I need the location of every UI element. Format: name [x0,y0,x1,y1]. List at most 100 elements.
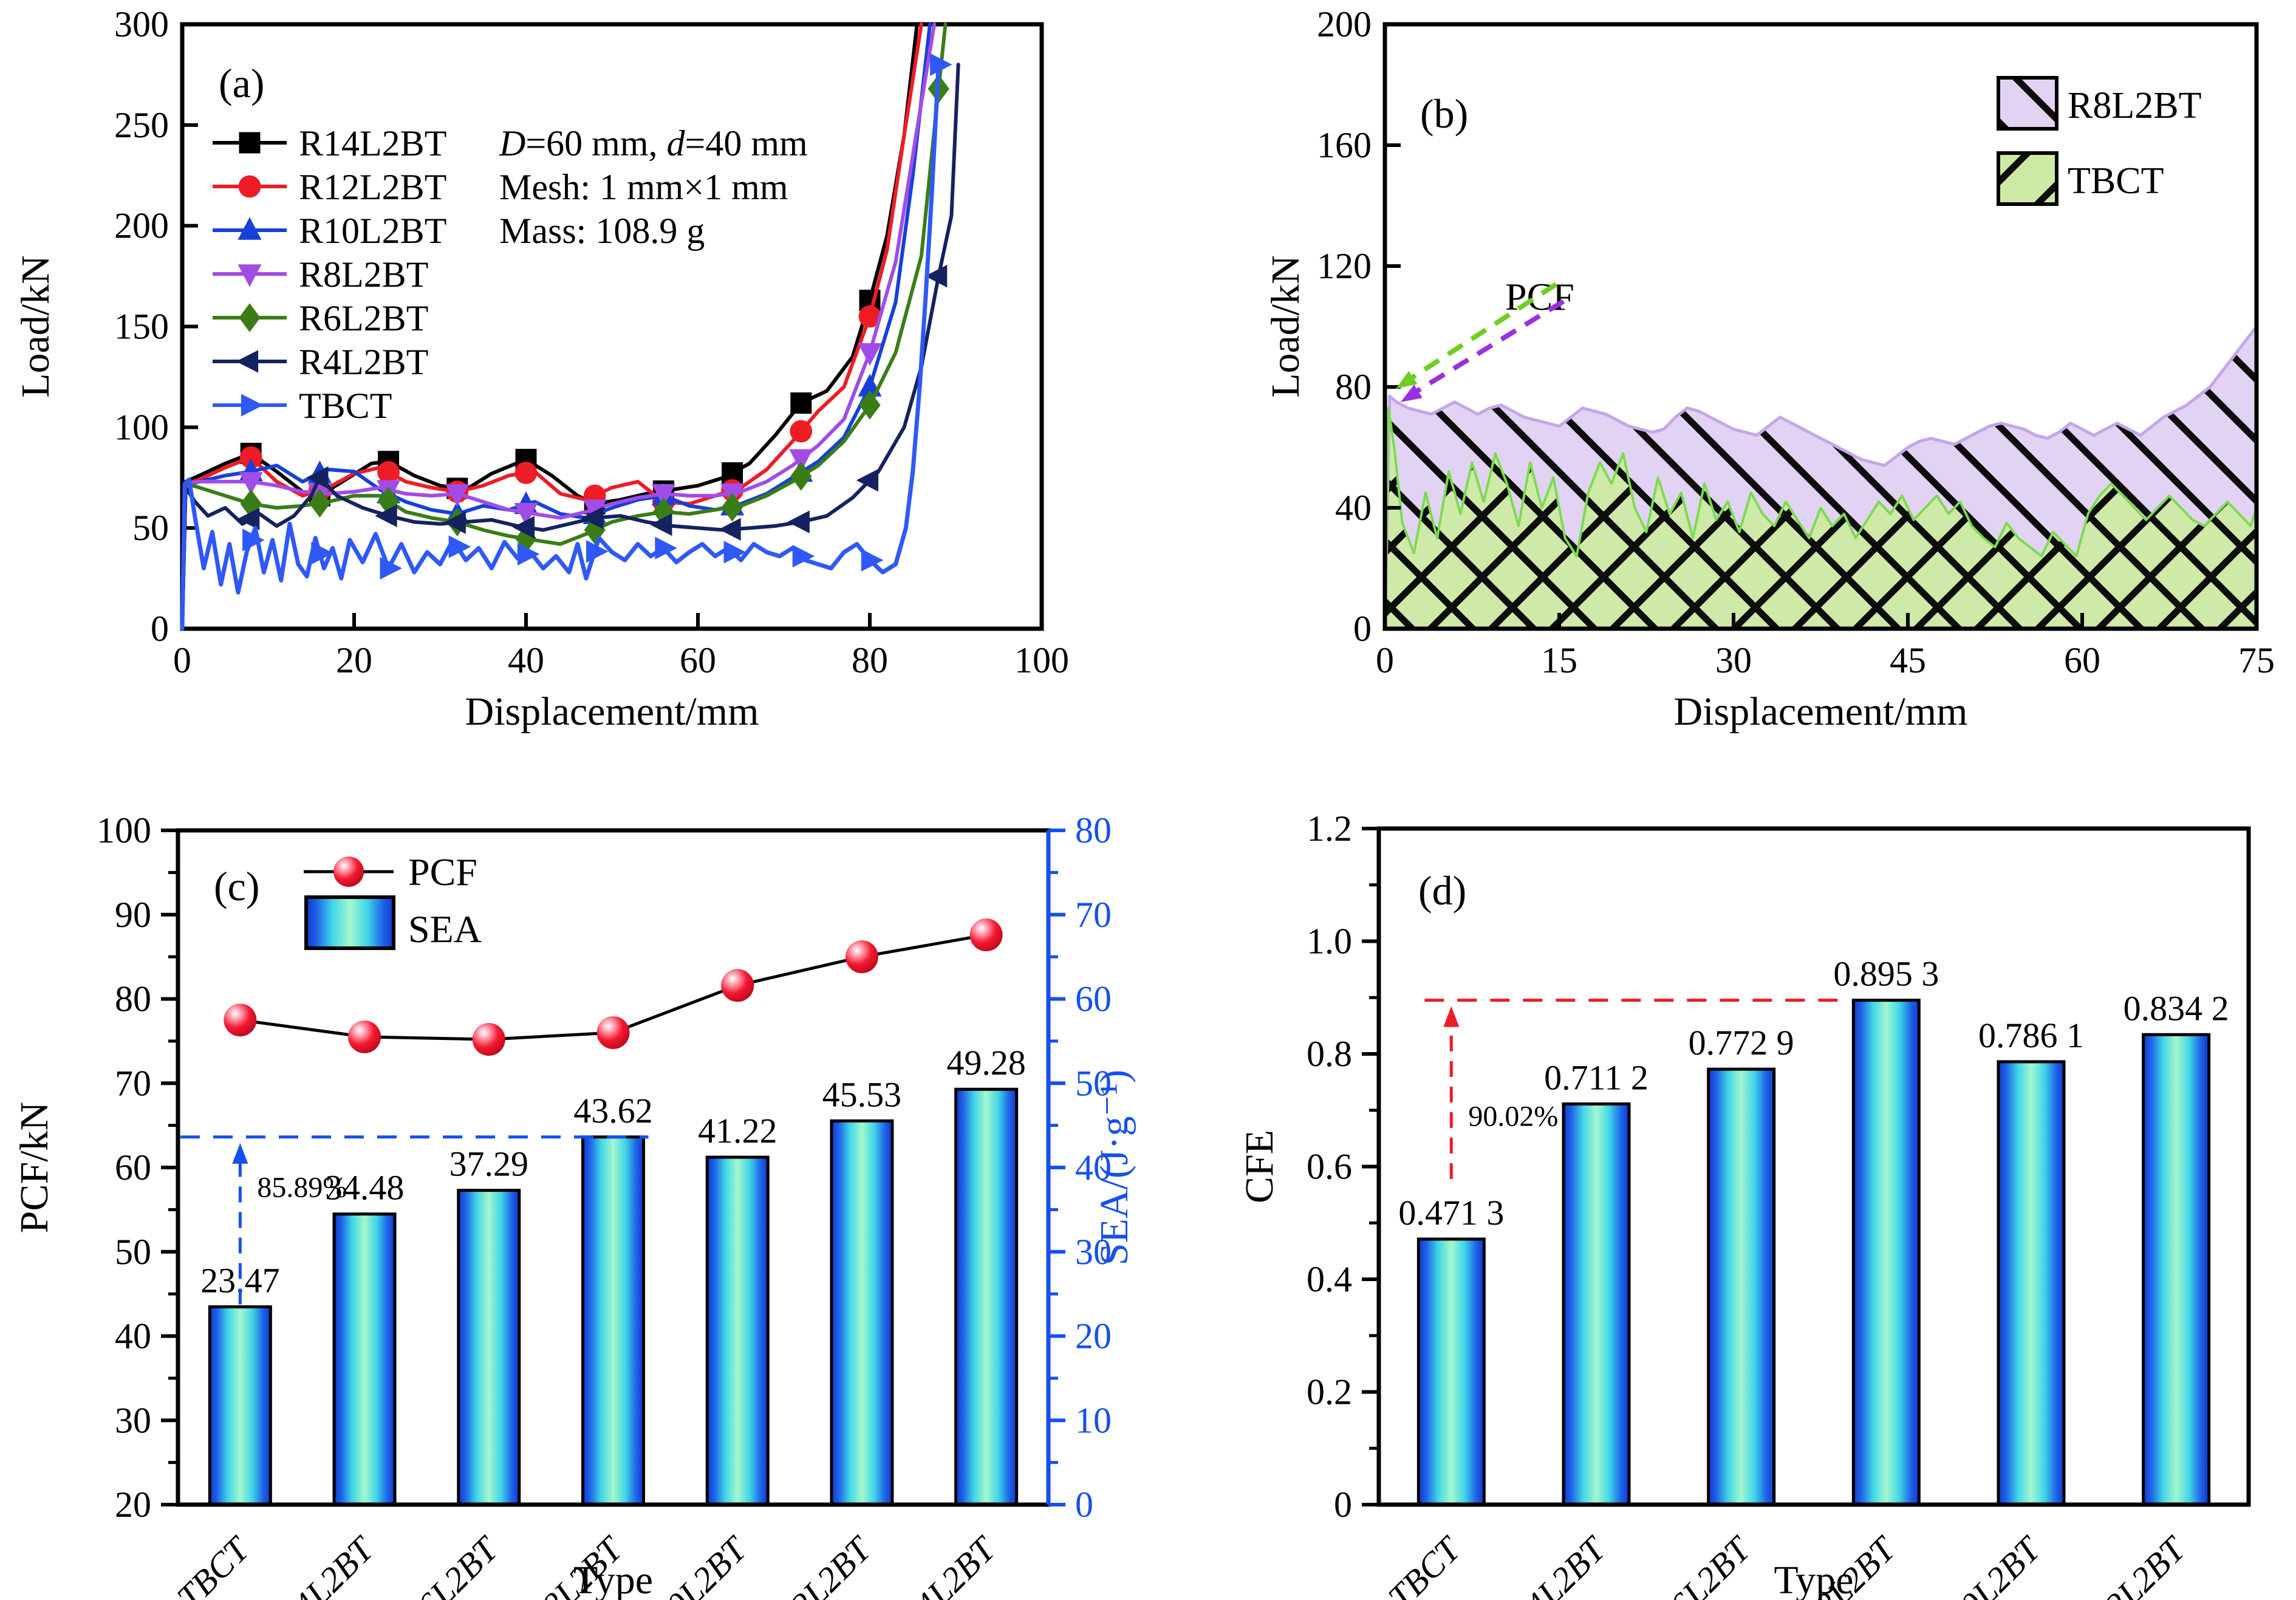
legend-label-R8L2BT: R8L2BT [299,255,428,295]
triangle-left-marker [236,350,259,373]
cfe-bar-R4L2BT [1562,1102,1631,1506]
y-tick-label: 0.6 [1307,1147,1352,1187]
circle-marker [790,420,813,443]
triangle-down-marker [514,502,538,526]
series-group [180,22,960,631]
triangle-left-marker [924,264,948,288]
panel-letter: (d) [1418,867,1466,914]
cfe-bar-R10L2BT [1997,1060,2066,1506]
bar-value-label: 43.62 [573,1091,653,1130]
sea-bar-R8L2BT [581,1135,645,1506]
bar-value-label: 0.711 2 [1544,1058,1649,1097]
triangle-right-marker [586,540,609,563]
triangle-right-marker [723,541,746,564]
y-tick-label: 0.4 [1307,1259,1352,1299]
triangle-down-marker [858,343,882,366]
right-tick-label: 70 [1075,895,1112,935]
sea-bar-R10L2BT [705,1155,770,1506]
left-tick-label: 30 [115,1400,151,1440]
bar-value-label: 34.48 [325,1168,405,1208]
legend: PCF SEA [304,850,482,951]
triangle-left-marker [581,506,604,530]
y-tick-label: 0.8 [1307,1034,1352,1074]
legend-label-R8L2BT: R8L2BT [2068,85,2201,126]
series-line-R6L2BT [180,22,948,631]
annotation-line: Mass: 108.9 g [499,211,705,251]
series-R4L2BT [180,63,960,631]
triangle-right-marker [242,528,265,552]
triangle-right-marker [792,544,815,568]
legend: R14L2BTR12L2BTR10L2BTR8L2BTR6L2BTR4L2BTT… [213,123,446,426]
triangle-down-marker [789,449,813,472]
x-category-label: R6L2BT [1646,1528,1759,1600]
right-tick-label: 30 [1075,1232,1112,1272]
legend: R8L2BT TBCT [1997,76,2201,206]
y-tick-label: 120 [1317,246,1372,286]
plot-frame [1382,22,2259,631]
x-tick-label: 60 [2064,640,2100,680]
area-edge-R8L2BT [1383,325,2258,631]
x-category-label: TBCT [1381,1528,1470,1600]
x-tick-label: 0 [173,640,191,680]
left-tick-label: 50 [115,1232,151,1272]
left-tick-label: 100 [97,810,151,850]
y-tick-label: 300 [114,4,169,44]
triangle-left-marker [306,466,329,489]
y-tick-label: 0.2 [1307,1372,1352,1412]
left-tick-label: 40 [115,1316,151,1356]
pcf-point-TBCT [224,1003,257,1037]
bar-value-label: 0.786 1 [1978,1016,2084,1055]
cfe-bars: 0.471 3 0.711 2 0.772 9 0.895 3 0.786 1 0.834… [1398,954,2229,1506]
x-category-label: R12L2BT [754,1528,880,1600]
panel-b-area-chart: 0 15 30 45 60 75 0 40 80 120 160 200 Displacement/mm… [1263,4,2275,734]
bar-value-label: 41.22 [698,1111,777,1150]
triangle-down-marker [239,472,263,495]
axes: 0 20 40 60 80 100 0 50 100 150 200 250 300 Displaceme… [13,4,1069,734]
triangle-up-marker [237,217,262,240]
triangle-down-marker [651,484,675,507]
triangle-right-marker [448,535,471,558]
series-R6L2BT [180,22,949,631]
y-tick-label: 1.0 [1307,921,1352,962]
sea-bar-R4L2BT [332,1212,397,1506]
improvement-annotation: 90.02% [1424,999,1851,1179]
bar-value-label: 49.28 [946,1043,1026,1082]
x-tick-label: 80 [852,640,888,680]
area-edge-TBCT [1384,406,2258,630]
legend-swatch-R8L2BT [1997,76,2059,131]
legend-label-R12L2BT: R12L2BT [299,167,446,207]
right-tick-label: 80 [1075,810,1112,850]
y-tick-label: 0 [1353,609,1372,649]
x-tick-label: 0 [1376,640,1394,680]
cfe-bar-R8L2BT [1851,999,1921,1506]
arrowhead [1443,1006,1460,1027]
triangle-left-marker [787,510,810,533]
y-tick-label: 1.2 [1307,809,1352,849]
triangle-left-marker [719,518,741,541]
bar-value-label: 45.53 [822,1075,902,1114]
y-tick-label: 200 [114,206,169,246]
panel-c-pcf-sea-chart: 23.4734.4837.2943.6241.2245.5349.2885.89… [12,810,1136,1600]
bar-value-label: 0.895 3 [1833,954,1939,994]
cfe-bar-R12L2BT [2142,1033,2211,1506]
triangle-left-marker [443,511,466,534]
series-line-R12L2BT [180,22,923,631]
y-axis-title: Load/kN [13,255,58,398]
right-tick-label: 40 [1075,1147,1112,1188]
square-marker [239,132,261,154]
bar-value-label: 37.29 [449,1144,529,1184]
x-category-label: TBCT [169,1528,259,1600]
legend-label-R6L2BT: R6L2BT [299,298,428,338]
series-line-R14L2BT [180,22,919,631]
y-axis-title: CFE [1237,1130,1282,1203]
series-R8L2BT [180,22,937,631]
right-tick-label: 60 [1075,979,1112,1019]
x-tick-label: 20 [336,640,372,680]
circle-marker [238,175,261,198]
bar-value-label: 0.471 3 [1398,1193,1504,1232]
pcf-line [224,918,1003,1056]
diamond-marker [721,493,743,522]
triangle-left-marker [375,504,397,527]
